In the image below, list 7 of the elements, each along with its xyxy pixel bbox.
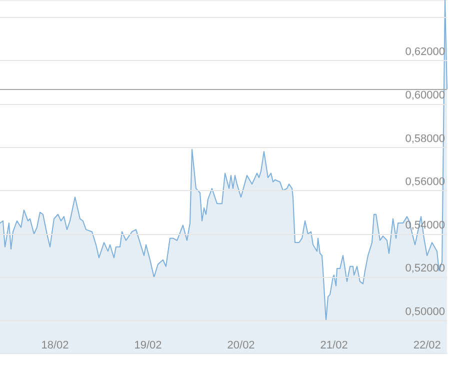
x-tick-label: 22/02 [413,340,441,352]
y-tick-label: 0,50000 [405,306,445,318]
y-tick-label: 0,52000 [405,262,445,275]
x-tick-label: 21/02 [320,340,348,352]
x-tick-label: 20/02 [227,340,255,352]
x-tick-label: 19/02 [134,340,162,352]
x-tick-label: 18/02 [41,340,69,352]
